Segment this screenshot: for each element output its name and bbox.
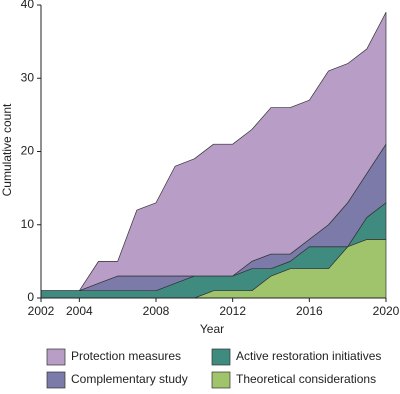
x-tick-label: 2012 <box>219 304 246 318</box>
y-tick-label: 0 <box>27 290 34 304</box>
legend-label: Active restoration initiatives <box>236 349 381 363</box>
x-tick-label: 2020 <box>373 304 400 318</box>
legend-swatch <box>211 371 231 389</box>
legend-label: Protection measures <box>71 349 181 363</box>
y-axis-label: Cumulative count <box>0 103 14 196</box>
y-tick-label: 40 <box>21 0 35 11</box>
legend-swatch <box>211 348 231 366</box>
legend-label: Complementary study <box>71 372 188 386</box>
x-tick-label: 2002 <box>28 304 55 318</box>
y-tick-label: 30 <box>21 70 35 84</box>
x-tick-label: 2008 <box>143 304 170 318</box>
x-tick-label: 2004 <box>66 304 93 318</box>
legend-swatch <box>46 371 66 389</box>
legend-label: Theoretical considerations <box>236 372 376 386</box>
x-axis-label: Year <box>200 322 224 336</box>
area <box>40 11 387 292</box>
y-tick-label: 20 <box>21 144 35 158</box>
y-tick-label: 10 <box>21 217 35 231</box>
x-tick-label: 2016 <box>296 304 323 318</box>
legend-swatch <box>46 348 66 366</box>
